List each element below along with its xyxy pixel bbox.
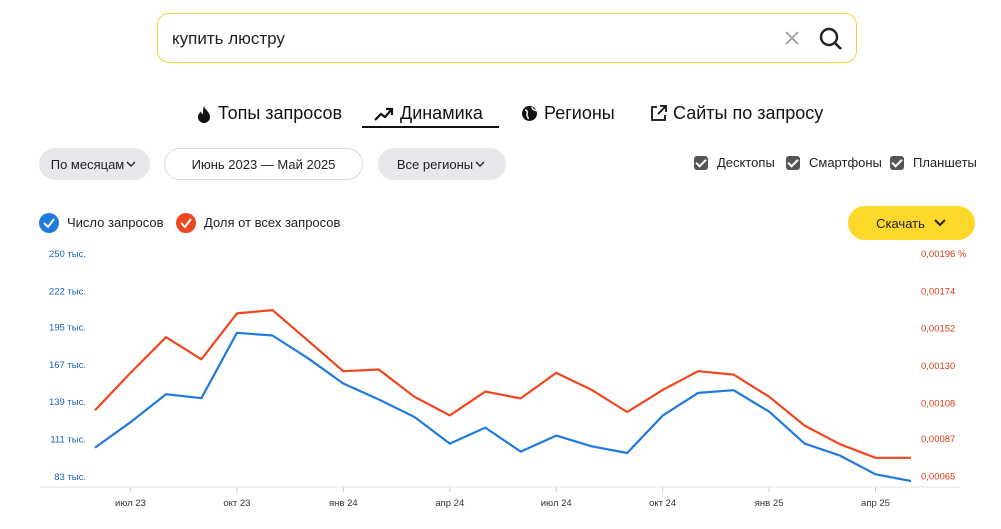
y-tick-label: 250 тыс. <box>49 249 86 260</box>
y-tick-label: 167 тыс. <box>49 360 86 371</box>
legend-label: Доля от всех запросов <box>204 215 341 230</box>
tab-label[interactable]: Регионы <box>544 103 615 123</box>
download-label[interactable]: Скачать <box>876 215 925 231</box>
search-box[interactable]: купить люстру <box>157 13 857 63</box>
series-line <box>94 331 912 483</box>
flame-icon <box>198 105 210 123</box>
x-tick-label: янв 25 <box>755 498 784 509</box>
legend-item[interactable]: Доля от всех запросов <box>176 213 341 233</box>
y2-tick-label: 0,00174 <box>921 286 955 297</box>
x-tick-label: июл 24 <box>541 498 572 509</box>
device-checkbox[interactable]: Десктопы <box>694 155 775 170</box>
region-select[interactable]: Все регионы <box>378 148 506 180</box>
tab-label[interactable]: Топы запросов <box>218 103 343 123</box>
tab-active[interactable]: Динамика <box>374 103 483 124</box>
legend-check <box>180 218 192 229</box>
chevron <box>126 161 136 167</box>
device-checkbox[interactable]: Планшеты <box>890 155 977 170</box>
globe-icon <box>522 106 538 121</box>
tab[interactable]: Регионы <box>521 103 615 124</box>
search-query[interactable]: купить люстру <box>172 29 285 48</box>
clear-icon[interactable] <box>784 30 800 46</box>
x-tick-label: апр 24 <box>435 498 464 509</box>
device-label[interactable]: Десктопы <box>717 155 775 170</box>
y2-tick-label: 0,00087 <box>921 434 955 445</box>
y-tick-label: 222 тыс. <box>49 286 86 297</box>
series-line <box>94 309 911 459</box>
legend-check <box>43 218 55 229</box>
y2-tick-label: 0,00152 <box>921 324 955 335</box>
y2-tick-label: 0,00065 <box>921 472 955 483</box>
range-label[interactable]: Июнь 2023 — Май 2025 <box>191 156 336 172</box>
device-checkbox[interactable]: Смартфоны <box>786 155 882 170</box>
chevron <box>475 161 485 167</box>
trend-icon <box>374 107 394 121</box>
tab[interactable]: Сайты по запросу <box>650 103 823 124</box>
period-label[interactable]: По месяцам <box>50 156 125 172</box>
x-tick-label: янв 24 <box>329 498 358 509</box>
tab-label[interactable]: Сайты по запросу <box>673 103 824 123</box>
y-tick-label: 83 тыс. <box>54 472 86 483</box>
y-tick-label: 195 тыс. <box>49 322 86 333</box>
x-tick-label: окт 23 <box>223 498 250 509</box>
y-tick-label: 139 тыс. <box>49 397 86 408</box>
y2-tick-label: 0,00196 % <box>921 249 967 260</box>
tab-label[interactable]: Динамика <box>400 103 483 123</box>
legend-item[interactable]: Число запросов <box>39 213 164 233</box>
x-tick-label: окт 24 <box>649 498 676 509</box>
link-icon <box>651 105 667 121</box>
legend-label: Число запросов <box>67 215 164 230</box>
y2-tick-label: 0,00130 <box>921 361 955 372</box>
period-select[interactable]: По месяцам <box>39 148 150 180</box>
device-label[interactable]: Смартфоны <box>809 155 882 170</box>
region-label[interactable]: Все регионы <box>396 156 474 172</box>
tab-underline <box>362 126 499 128</box>
x-tick-label: июл 23 <box>115 498 146 509</box>
date-range[interactable]: Июнь 2023 — Май 2025 <box>164 148 363 180</box>
y2-tick-label: 0,00108 <box>921 398 955 409</box>
device-label[interactable]: Планшеты <box>913 155 977 170</box>
download-button[interactable]: Скачать <box>848 206 975 240</box>
legend-marker <box>39 213 59 233</box>
tab[interactable]: Топы запросов <box>196 103 342 124</box>
x-tick-label: апр 25 <box>861 498 890 509</box>
search-icon[interactable] <box>818 26 844 52</box>
chevron <box>934 219 946 227</box>
y-tick-label: 111 тыс. <box>50 435 86 446</box>
legend-marker <box>176 213 196 233</box>
chart: Число запросов Доля от всех запросов 83 ты… <box>39 213 967 509</box>
